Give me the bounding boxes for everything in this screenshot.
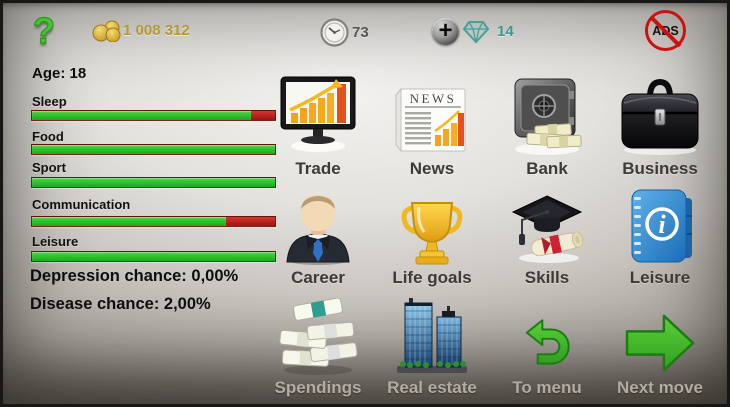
stat-label-leisure: Leisure [32, 234, 79, 249]
menu-item-next-move[interactable]: Next move [604, 293, 716, 398]
life-goals-trophy-icon [376, 183, 488, 266]
career-person-icon [262, 183, 374, 266]
help-button[interactable]: ? [32, 9, 55, 51]
plus-icon: + [438, 16, 453, 44]
stat-bar-leisure [31, 251, 276, 262]
leisure-notebook-icon: i [604, 183, 716, 266]
menu-item-label: Trade [295, 159, 341, 178]
time-counter: 73 [352, 24, 369, 41]
bank-safe-icon [491, 60, 603, 157]
trade-monitor-icon [262, 60, 374, 157]
gem-icon [462, 21, 490, 44]
menu-item-label: Next move [617, 378, 703, 397]
disease-chance-text: Disease chance: 2,00% [30, 295, 211, 313]
menu-item-label: News [409, 159, 455, 178]
menu-item-label: To menu [512, 378, 582, 397]
stat-label-sleep: Sleep [32, 94, 67, 109]
stat-label-sport: Sport [32, 160, 66, 175]
menu-item-skills[interactable]: Skills [491, 183, 603, 288]
stat-bar-sleep [31, 110, 276, 121]
svg-text:NEWS: NEWS [410, 91, 457, 106]
menu-item-business[interactable]: Business [604, 60, 716, 179]
menu-item-label: Spendings [274, 378, 362, 397]
stat-label-communication: Communication [32, 197, 131, 212]
coins-icon [92, 20, 121, 42]
next-move-arrow-icon [604, 293, 716, 376]
business-briefcase-icon [604, 60, 716, 157]
clock-icon [320, 18, 349, 47]
stat-bar-communication [31, 216, 276, 227]
age-value: Age: 18 [32, 65, 87, 82]
menu-item-label: Business [622, 159, 698, 178]
menu-item-career[interactable]: Career [262, 183, 374, 288]
menu-item-bank[interactable]: Bank [491, 60, 603, 179]
no-ads-button[interactable]: ADS [645, 10, 686, 51]
menu-item-trade[interactable]: Trade [262, 60, 374, 179]
menu-item-spendings[interactable]: Spendings [262, 293, 374, 398]
menu-item-leisure[interactable]: i Leisure [604, 183, 716, 288]
svg-text:i: i [658, 210, 666, 239]
menu-item-to-menu[interactable]: To menu [491, 293, 603, 398]
menu-item-life-goals[interactable]: Life goals [376, 183, 488, 288]
gems-counter: 14 [497, 23, 514, 40]
menu-item-news[interactable]: NEWS News [376, 60, 488, 179]
real-estate-buildings-icon [376, 293, 488, 376]
news-newspaper-icon: NEWS [376, 60, 488, 157]
skills-graduation-icon [491, 183, 603, 266]
stat-label-food: Food [32, 129, 64, 144]
add-gems-button[interactable]: + [432, 18, 459, 45]
to-menu-arrow-icon [491, 293, 603, 376]
stat-bar-sport [31, 177, 276, 188]
menu-item-label: Real estate [387, 378, 477, 397]
menu-item-label: Career [291, 268, 345, 287]
stat-bar-food [31, 144, 276, 155]
menu-item-label: Life goals [392, 268, 472, 287]
depression-chance-text: Depression chance: 0,00% [30, 267, 239, 285]
menu-item-label: Leisure [629, 268, 691, 287]
menu-item-real-estate[interactable]: Real estate [376, 293, 488, 398]
menu-item-label: Skills [524, 268, 570, 287]
spendings-money-icon [262, 293, 374, 376]
menu-item-label: Bank [526, 159, 568, 178]
money-counter: 1 008 312 [123, 22, 190, 39]
